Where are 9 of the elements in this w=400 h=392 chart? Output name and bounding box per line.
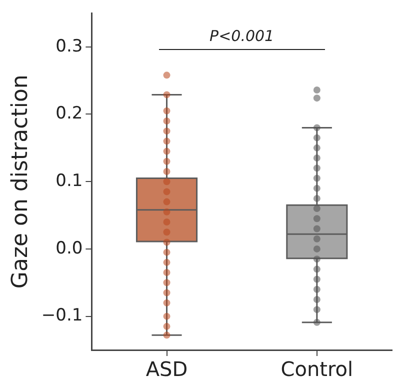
y-tick-label: 0.2	[56, 104, 83, 124]
x-tick-label: ASD	[146, 357, 188, 382]
y-tick-label: −0.1	[41, 306, 83, 326]
y-tick-label: 0.0	[56, 238, 83, 258]
x-tick-label: Control	[280, 357, 354, 382]
annotation: P<0.001	[210, 27, 274, 46]
y-tick-label: 0.3	[56, 36, 83, 56]
y-tick-label: 0.1	[56, 171, 83, 192]
y-axis-title: Gaze on distraction	[8, 74, 33, 289]
